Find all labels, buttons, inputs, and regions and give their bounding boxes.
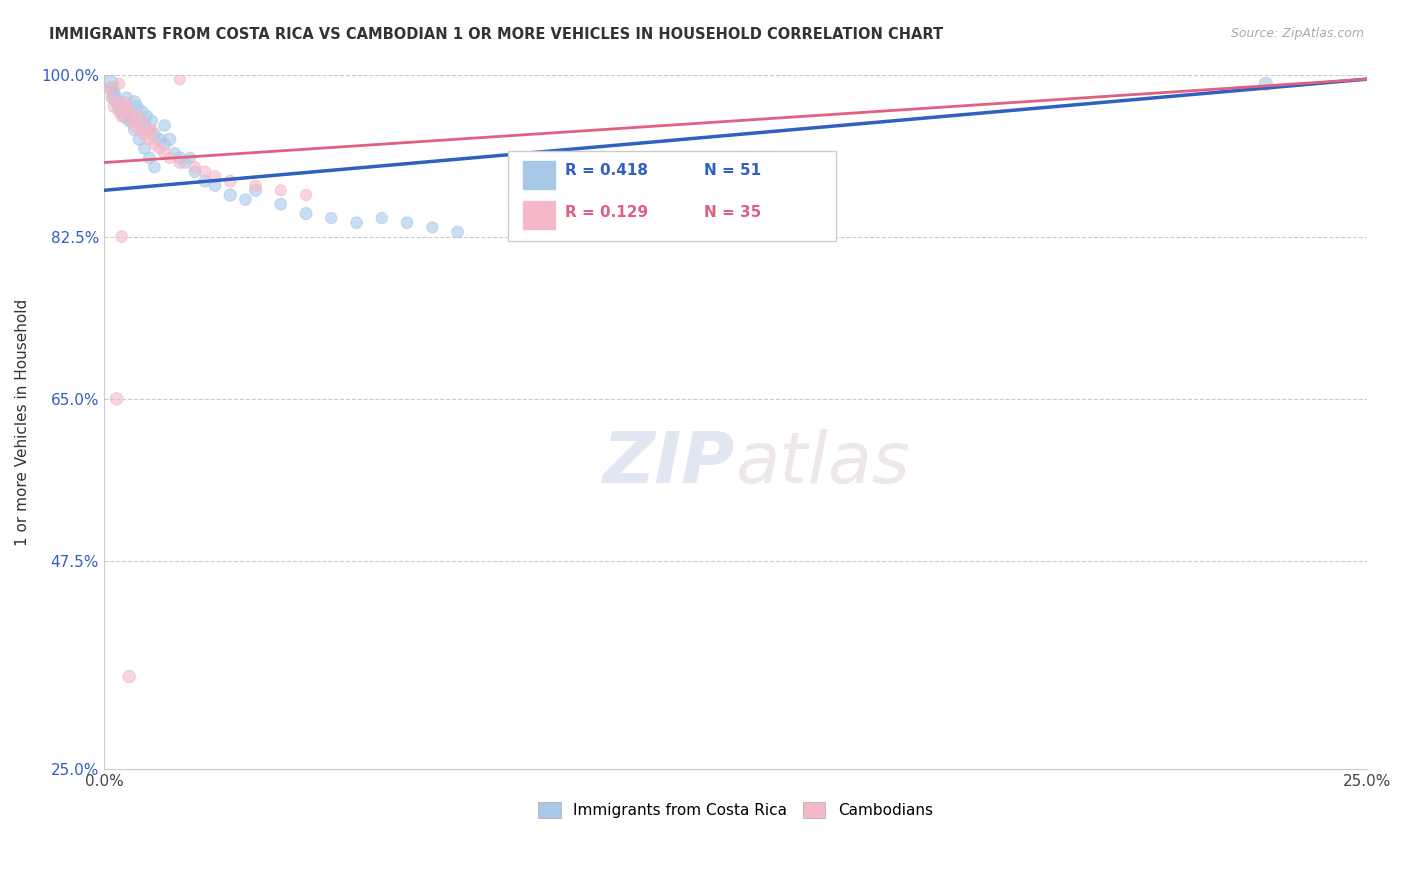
Point xyxy=(295,188,318,202)
Point xyxy=(245,178,267,193)
Bar xyxy=(508,151,837,241)
Point xyxy=(118,104,141,119)
Bar xyxy=(523,161,555,189)
Point xyxy=(134,128,156,142)
Point xyxy=(121,113,143,128)
Text: IMMIGRANTS FROM COSTA RICA VS CAMBODIAN 1 OR MORE VEHICLES IN HOUSEHOLD CORRELAT: IMMIGRANTS FROM COSTA RICA VS CAMBODIAN … xyxy=(49,27,943,42)
Point xyxy=(321,211,343,226)
Point xyxy=(169,155,191,169)
Point xyxy=(169,72,191,87)
Point xyxy=(115,91,138,105)
Bar xyxy=(523,201,555,228)
Point xyxy=(135,109,157,123)
Point xyxy=(111,109,134,123)
Text: Source: ZipAtlas.com: Source: ZipAtlas.com xyxy=(1230,27,1364,40)
Point xyxy=(111,229,134,244)
Point xyxy=(108,100,131,114)
Point xyxy=(219,188,242,202)
Point xyxy=(153,136,176,151)
Point xyxy=(270,197,292,211)
Point xyxy=(124,95,146,110)
Point xyxy=(184,165,207,179)
Point xyxy=(141,123,163,137)
Point xyxy=(100,81,122,95)
Point xyxy=(141,113,163,128)
Legend: Immigrants from Costa Rica, Cambodians: Immigrants from Costa Rica, Cambodians xyxy=(531,796,939,824)
Point xyxy=(134,142,156,156)
Point xyxy=(134,119,156,133)
Point xyxy=(346,216,368,230)
Text: R = 0.418: R = 0.418 xyxy=(565,163,648,178)
Point xyxy=(148,142,170,156)
Point xyxy=(115,100,138,114)
Point xyxy=(153,119,176,133)
Point xyxy=(111,104,134,119)
Point xyxy=(420,220,443,235)
Point xyxy=(270,183,292,197)
Point xyxy=(153,146,176,161)
Point xyxy=(194,174,217,188)
Point xyxy=(118,104,141,119)
Point xyxy=(295,206,318,220)
Point xyxy=(121,113,143,128)
Point xyxy=(143,160,166,174)
Point xyxy=(125,109,148,123)
Point xyxy=(108,95,131,110)
Point xyxy=(235,193,257,207)
Point xyxy=(98,81,121,95)
Point xyxy=(108,77,131,91)
Point xyxy=(108,104,131,119)
Point xyxy=(124,123,146,137)
Point xyxy=(131,113,153,128)
Point xyxy=(1254,77,1277,91)
Y-axis label: 1 or more Vehicles in Household: 1 or more Vehicles in Household xyxy=(15,298,30,546)
Point xyxy=(105,95,128,110)
Point xyxy=(124,119,146,133)
Point xyxy=(371,211,394,226)
Point xyxy=(163,146,186,161)
Point xyxy=(98,77,121,91)
Point xyxy=(148,132,170,146)
Point xyxy=(118,670,141,684)
Point xyxy=(138,132,160,146)
Point xyxy=(103,86,125,100)
Text: ZIP: ZIP xyxy=(603,429,735,498)
Point xyxy=(204,169,226,184)
Point xyxy=(143,128,166,142)
Point xyxy=(194,165,217,179)
Point xyxy=(169,151,191,165)
Point xyxy=(112,109,135,123)
Point xyxy=(446,225,468,239)
Point xyxy=(159,132,181,146)
Point xyxy=(128,132,150,146)
Point xyxy=(112,104,135,119)
Point xyxy=(103,91,125,105)
Point xyxy=(135,123,157,137)
Point xyxy=(204,178,226,193)
Point xyxy=(105,392,128,406)
Point xyxy=(179,151,201,165)
Point xyxy=(143,136,166,151)
Point xyxy=(118,113,141,128)
Point xyxy=(103,100,125,114)
Point xyxy=(184,160,207,174)
Point xyxy=(138,151,160,165)
Point xyxy=(159,151,181,165)
Point xyxy=(105,95,128,110)
Point xyxy=(131,104,153,119)
Point xyxy=(245,183,267,197)
Point xyxy=(128,113,150,128)
Point xyxy=(100,91,122,105)
Text: N = 51: N = 51 xyxy=(704,163,761,178)
Point xyxy=(128,123,150,137)
Point xyxy=(396,216,419,230)
Point xyxy=(125,100,148,114)
Text: N = 35: N = 35 xyxy=(704,204,761,219)
Point xyxy=(173,155,195,169)
Text: R = 0.129: R = 0.129 xyxy=(565,204,648,219)
Point xyxy=(138,123,160,137)
Point xyxy=(112,95,135,110)
Text: atlas: atlas xyxy=(735,429,910,498)
Point xyxy=(219,174,242,188)
